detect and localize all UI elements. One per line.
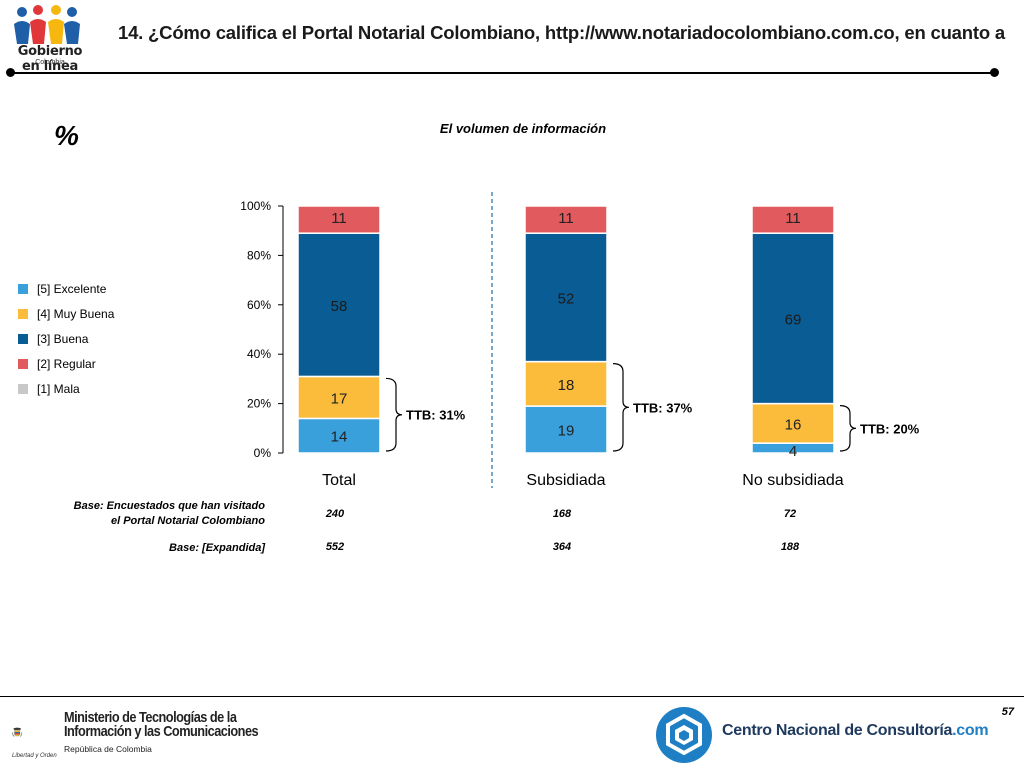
bar-segment	[524, 232, 608, 363]
legend-label: [5] Excelente	[37, 281, 107, 296]
logo-subtext: Colombia	[35, 59, 65, 66]
bar-value-label: 14	[331, 429, 348, 446]
bar-segment	[751, 402, 835, 444]
line-dot-left	[6, 68, 15, 77]
chart-title: El volumen de información	[440, 121, 606, 136]
cnc-name-main: Centro Nacional de Consultoría	[722, 722, 953, 739]
ttb-brace	[385, 377, 403, 452]
base-visited-label: Base: Encuestados que han visitado el Po…	[35, 499, 265, 529]
base-expanded-total: 552	[325, 541, 345, 553]
bar-segment	[524, 405, 608, 454]
bar-value-label: 19	[558, 423, 575, 440]
cnc-name-suffix: .com	[952, 722, 989, 739]
legend-swatch	[18, 333, 28, 344]
mintic-name: Ministerio de Tecnologías de la Informac…	[64, 709, 259, 740]
bar-segment	[751, 205, 835, 234]
legend-label: [1] Mala	[37, 381, 80, 396]
bar-value-label: 58	[331, 298, 348, 315]
ttb-label: TTB: 37%	[633, 400, 693, 415]
base-expanded-label: Base: [Expandida]	[169, 542, 265, 554]
logo-text: Gobierno en línea	[17, 44, 83, 74]
legend-swatch	[18, 283, 28, 294]
ttb-label: TTB: 20%	[860, 421, 920, 436]
colombia-coat-of-arms-icon	[12, 727, 23, 737]
bar-segment	[297, 205, 381, 234]
y-tick-label: 40%	[247, 347, 271, 361]
y-tick-label: 20%	[247, 397, 271, 411]
bar-segment	[524, 360, 608, 407]
ttb-brace	[839, 405, 857, 452]
bar-value-label: 69	[785, 311, 802, 328]
legend-label: [2] Regular	[37, 356, 96, 371]
legend-label: [3] Buena	[37, 331, 89, 346]
base-expanded-subsidiada: 364	[552, 541, 572, 553]
bar-value-label: 11	[558, 210, 574, 227]
y-tick-label: 80%	[247, 248, 271, 262]
y-tick-label: 60%	[247, 298, 271, 312]
bar-value-label: 16	[785, 416, 802, 433]
page-title: 14. ¿Cómo califica el Portal Notarial Co…	[118, 22, 1005, 43]
legend-swatch	[18, 308, 28, 319]
stacked-bar-chart: El volumen de información 0% 20% 40% 60% 80% 1…	[240, 121, 920, 489]
bar-segment	[751, 232, 835, 405]
legend-item-regular: [2] Regular	[18, 351, 114, 376]
bar-value-label: 52	[558, 290, 575, 307]
bar-segment	[297, 232, 381, 378]
legend-item-mala: [1] Mala	[18, 376, 114, 401]
legend-item-buena: [3] Buena	[18, 326, 114, 351]
base-visited-label-line2: el Portal Notarial Colombiano	[110, 515, 265, 527]
legend-swatch	[18, 358, 28, 369]
cnc-logo-icon	[656, 707, 712, 763]
ttb-brace	[612, 363, 630, 452]
base-visited-label-line1: Base: Encuestados que han visitado	[73, 500, 265, 512]
legend-label: [4] Muy Buena	[37, 306, 115, 321]
x-tick-label: Total	[322, 472, 356, 489]
mintic-line1: Ministerio de Tecnologías de la	[64, 709, 237, 726]
base-expanded-no-subsidiada: 188	[780, 541, 800, 553]
unit-label: %	[54, 120, 79, 151]
base-visited-total: 240	[325, 508, 345, 520]
x-tick-label: Subsidiada	[526, 472, 605, 489]
gobierno-en-linea-logo-icon	[14, 5, 80, 44]
mintic-motto: Libertad y Orden	[12, 753, 57, 759]
bar-value-label: 11	[331, 210, 347, 227]
page-number: 57	[1001, 706, 1014, 718]
ttb-label: TTB: 31%	[406, 408, 466, 423]
base-visited-no-subsidiada: 72	[783, 508, 797, 520]
chart-legend: [5] Excelente [4] Muy Buena [3] Buena [2…	[18, 276, 114, 401]
bar-value-label: 11	[785, 210, 801, 227]
header-divider	[12, 72, 996, 74]
bar-segment	[297, 375, 381, 420]
legend-item-muy-buena: [4] Muy Buena	[18, 301, 114, 326]
bar-value-label: 18	[558, 377, 575, 394]
x-tick-label: No subsidiada	[742, 472, 844, 489]
mintic-subtitle: República de Colombia	[64, 744, 152, 754]
line-dot-right	[990, 68, 999, 77]
y-tick-label: 100%	[240, 199, 271, 213]
legend-item-excelente: [5] Excelente	[18, 276, 114, 301]
y-tick-label: 0%	[254, 446, 272, 460]
base-visited-subsidiada: 168	[552, 508, 572, 520]
legend-swatch	[18, 383, 28, 394]
cnc-name: Centro Nacional de Consultoría.com	[722, 722, 989, 740]
footer-divider	[0, 696, 1024, 697]
mintic-line2: Información y las Comunicaciones	[64, 723, 259, 740]
bar-value-label: 4	[789, 443, 797, 460]
bar-value-label: 17	[331, 390, 348, 407]
bar-segment	[524, 205, 608, 234]
